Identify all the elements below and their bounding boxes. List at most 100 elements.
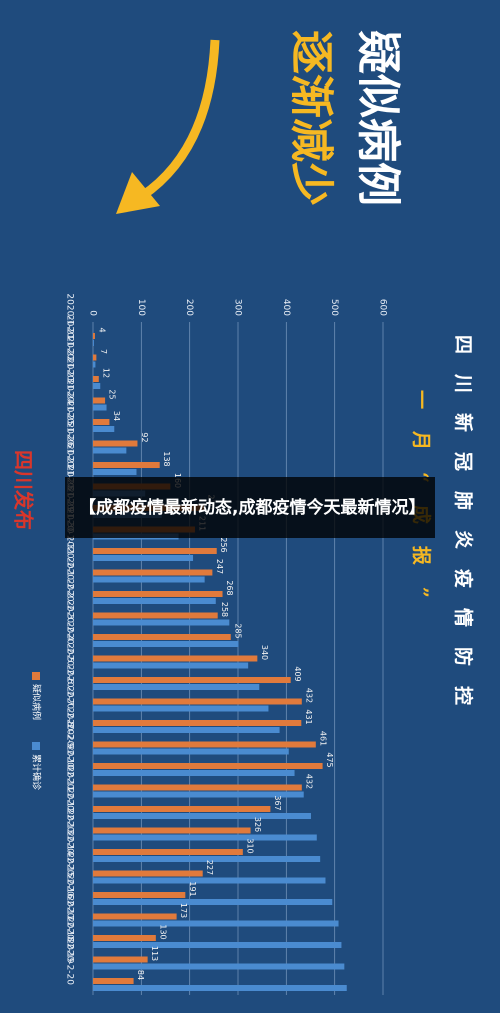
bar bbox=[93, 555, 194, 561]
data-label: 326 bbox=[253, 817, 262, 832]
data-label: 340 bbox=[260, 645, 269, 660]
y-tick-label: 2020-2-4 bbox=[65, 600, 75, 641]
bar bbox=[93, 727, 280, 733]
bar bbox=[93, 913, 177, 920]
data-label: 84 bbox=[136, 970, 145, 980]
y-tick-label: 2020-1-21 bbox=[65, 293, 75, 340]
x-tick-label: 200 bbox=[184, 299, 194, 316]
y-tick-label: 2020-2-12 bbox=[65, 766, 75, 813]
bar bbox=[93, 806, 271, 812]
bar bbox=[93, 677, 291, 683]
y-tick-label: 2020-2-10 bbox=[65, 723, 75, 770]
subtitle: 四川新冠肺炎疫情防控 bbox=[452, 335, 475, 725]
bar bbox=[93, 784, 302, 791]
bar bbox=[93, 748, 289, 755]
bar bbox=[93, 447, 127, 454]
data-label: 432 bbox=[304, 774, 313, 789]
bar bbox=[93, 899, 333, 905]
data-label: 130 bbox=[158, 924, 167, 939]
bar bbox=[93, 548, 217, 554]
data-label: 12 bbox=[101, 368, 110, 378]
y-tick-label: 2020-1-26 bbox=[65, 401, 75, 448]
data-label: 7 bbox=[99, 349, 108, 354]
annotation: 逐渐减少 bbox=[286, 30, 337, 206]
bar bbox=[93, 892, 186, 898]
y-tick-label: 2020-2-9 bbox=[65, 708, 75, 749]
bar bbox=[93, 634, 231, 640]
data-label: 285 bbox=[233, 623, 242, 638]
data-label: 4 bbox=[97, 327, 106, 332]
bar bbox=[93, 935, 156, 941]
y-tick-label: 2020-1-28 bbox=[65, 444, 75, 491]
bar bbox=[93, 870, 203, 877]
bar bbox=[93, 877, 326, 884]
y-tick-label: 2020-2-15 bbox=[65, 831, 75, 878]
bar bbox=[93, 404, 107, 411]
data-label: 227 bbox=[205, 860, 214, 875]
bar bbox=[93, 383, 101, 389]
y-tick-label: 2020-2-5 bbox=[65, 622, 75, 663]
bar bbox=[93, 440, 138, 447]
bar bbox=[93, 576, 205, 583]
chart-title: 疑似病例 bbox=[353, 30, 404, 206]
data-label: 432 bbox=[304, 688, 313, 703]
bar bbox=[93, 978, 134, 984]
legend-label: 累计确诊 bbox=[31, 754, 43, 790]
legend-swatch bbox=[32, 672, 40, 680]
bar bbox=[93, 426, 115, 432]
y-tick-label: 2020-2-13 bbox=[65, 788, 75, 835]
x-tick-label: 0 bbox=[88, 310, 98, 316]
bar bbox=[93, 361, 96, 368]
bar bbox=[93, 720, 302, 726]
data-label: 258 bbox=[220, 602, 229, 617]
y-tick-label: 2020-2-8 bbox=[65, 686, 75, 727]
data-label: 268 bbox=[225, 580, 234, 595]
bar bbox=[93, 469, 137, 475]
data-label: 138 bbox=[162, 451, 171, 466]
bar bbox=[93, 397, 106, 404]
bar bbox=[93, 770, 295, 776]
caption-overlay: 【成都疫情最新动态,成都疫情今天最新情况】 bbox=[65, 477, 435, 538]
bar bbox=[93, 569, 213, 576]
bar bbox=[93, 591, 223, 597]
arrow bbox=[139, 39, 220, 200]
bar bbox=[93, 655, 258, 662]
data-label: 367 bbox=[273, 795, 282, 810]
y-tick-label: 2020-1-24 bbox=[65, 358, 75, 405]
y-tick-label: 2020-2-20 bbox=[65, 938, 75, 985]
bar bbox=[93, 741, 316, 748]
y-tick-label: 2020-2-6 bbox=[65, 643, 75, 684]
bar bbox=[93, 641, 239, 647]
bar bbox=[93, 813, 311, 819]
bar bbox=[93, 963, 345, 970]
data-label: 409 bbox=[293, 666, 302, 681]
data-label: 191 bbox=[188, 881, 197, 896]
y-tick-label: 2020-2-16 bbox=[65, 852, 75, 899]
x-tick-label: 600 bbox=[378, 299, 388, 316]
y-tick-label: 2020-1-25 bbox=[65, 379, 75, 426]
y-tick-label: 2020-1-22 bbox=[65, 315, 75, 362]
bar bbox=[93, 340, 94, 346]
x-tick-label: 300 bbox=[233, 299, 243, 316]
bar bbox=[93, 705, 269, 712]
legend-label: 疑似病例 bbox=[31, 684, 43, 720]
bar bbox=[93, 598, 216, 604]
bar bbox=[93, 920, 339, 927]
y-tick-label: 2020-2-1 bbox=[65, 536, 75, 577]
legend-swatch bbox=[32, 742, 40, 750]
source-logo: 四川发布 bbox=[12, 450, 36, 530]
data-label: 34 bbox=[112, 411, 121, 421]
bar bbox=[93, 419, 110, 425]
y-tick-label: 2020-2-2 bbox=[65, 557, 75, 598]
bar bbox=[93, 763, 323, 769]
bar bbox=[93, 834, 317, 841]
y-tick-label: 2020-1-23 bbox=[65, 336, 75, 383]
y-tick-label: 2020-1-27 bbox=[65, 422, 75, 469]
bar bbox=[93, 619, 230, 626]
bar bbox=[93, 849, 243, 855]
bar bbox=[93, 684, 260, 690]
arrow-head bbox=[116, 172, 160, 214]
data-label: 475 bbox=[325, 752, 334, 767]
y-tick-label: 2020-2-19 bbox=[65, 917, 75, 964]
